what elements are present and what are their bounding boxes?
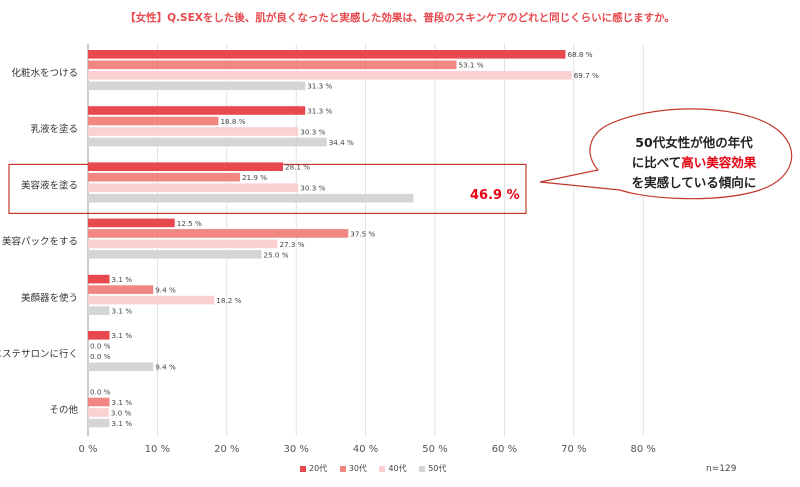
data-label: 30.3 % (300, 184, 325, 193)
data-label: 18.8 % (220, 117, 245, 126)
data-label: 3.1 % (112, 419, 133, 428)
bar (88, 362, 154, 372)
bar (88, 229, 349, 238)
data-label: 18.2 % (216, 296, 241, 305)
legend-label: 50代 (428, 464, 447, 473)
legend-swatch-20 (300, 465, 306, 472)
callout-line-2: に比べて高い美容効果 (604, 153, 784, 173)
bar (88, 193, 414, 203)
callout-bubble (539, 108, 793, 200)
category-label: 美容パックをする (2, 236, 78, 248)
data-label: 0.0 % (90, 387, 111, 396)
data-label: 3.1 % (112, 398, 133, 407)
x-tick-label: 60 % (492, 444, 517, 455)
x-tick-label: 20 % (214, 444, 239, 455)
callout-text: 50代女性が他の年代 に比べて高い美容効果 を実感している傾向に (604, 133, 784, 193)
bar (88, 162, 284, 171)
bar (88, 274, 110, 284)
chart-title: 【女性】Q.SEXをした後、肌が良くなったと実感した効果は、普段のスキンケアのど… (125, 12, 675, 24)
bar (88, 295, 215, 305)
bar (88, 71, 572, 80)
x-tick-label: 70 % (561, 444, 586, 455)
data-label: 53.1 % (459, 61, 484, 70)
legend-item: 50代 (419, 463, 446, 474)
bar (88, 137, 327, 147)
data-label: 9.4 % (155, 363, 176, 372)
x-tick-label: 10 % (145, 444, 170, 455)
category-label: その他 (49, 404, 78, 416)
bar (88, 183, 299, 192)
bar (88, 106, 306, 115)
x-tick-label: 50 % (422, 444, 447, 455)
data-label: 34.4 % (329, 138, 354, 147)
bar (88, 250, 262, 259)
data-label: 27.3 % (279, 240, 304, 249)
data-label: 69.7 % (574, 71, 599, 80)
data-label: 0.0 % (90, 352, 111, 361)
bar (88, 418, 110, 428)
bar (88, 218, 175, 228)
legend-swatch-30 (339, 465, 346, 472)
category-label: 美容液を塗る (21, 179, 78, 191)
legend-label: 40代 (388, 464, 407, 473)
data-label: 21.9 % (242, 173, 267, 182)
category-label: 化粧水をつける (11, 67, 78, 79)
data-label: 68.8 % (567, 50, 592, 59)
data-label: 25.0 % (264, 250, 289, 259)
data-label: 3.1 % (112, 331, 133, 340)
bar (88, 285, 154, 294)
legend-swatch-40 (379, 465, 386, 472)
data-label: 30.3 % (300, 127, 325, 136)
legend-item: 40代 (379, 463, 407, 474)
legend-label: 20代 (309, 464, 328, 473)
data-label: 3.1 % (112, 275, 133, 284)
data-label: 3.1 % (112, 307, 133, 316)
bar (88, 127, 299, 136)
category-label: 乳液を塗る (30, 123, 78, 135)
legend-item: 20代 (300, 463, 327, 474)
x-tick-label: 0 % (78, 444, 97, 455)
data-label: 37.5 % (350, 229, 375, 238)
x-tick-label: 40 % (353, 444, 378, 455)
highlight-value: 46.9 % (470, 188, 520, 203)
callout-line-3: を実感している傾向に (631, 175, 757, 190)
bar (88, 50, 566, 59)
data-label: 28.1 % (285, 163, 310, 172)
callout-highlight: 高い美容効果 (681, 155, 757, 170)
data-label: 31.3 % (307, 82, 332, 91)
data-label: 12.5 % (177, 219, 202, 228)
data-label: 0.0 % (90, 342, 111, 351)
legend-swatch-50 (419, 465, 426, 472)
bar (88, 81, 306, 91)
data-label: 3.0 % (111, 408, 132, 417)
bar (88, 116, 219, 126)
x-tick-label: 80 % (630, 444, 655, 455)
data-label: 9.4 % (155, 286, 176, 295)
bar (88, 239, 278, 249)
callout-line-2-pre: に比べて (631, 155, 682, 170)
data-label: 31.3 % (307, 106, 332, 115)
callout-line-1: 50代女性が他の年代 (635, 135, 753, 150)
legend-item: 30代 (339, 463, 367, 474)
sample-size: n=129 (706, 464, 737, 474)
bar (88, 331, 110, 340)
bar (88, 306, 110, 315)
x-tick-label: 30 % (283, 444, 308, 455)
bar (88, 408, 109, 417)
bar (88, 60, 457, 70)
bar (88, 172, 240, 182)
legend-label: 30代 (348, 464, 367, 473)
category-label: エステサロンに行く (0, 348, 78, 360)
category-label: 美顔器を使う (21, 292, 78, 304)
bar (88, 397, 110, 407)
legend: 20代 30代 40代 50代 (300, 463, 456, 474)
